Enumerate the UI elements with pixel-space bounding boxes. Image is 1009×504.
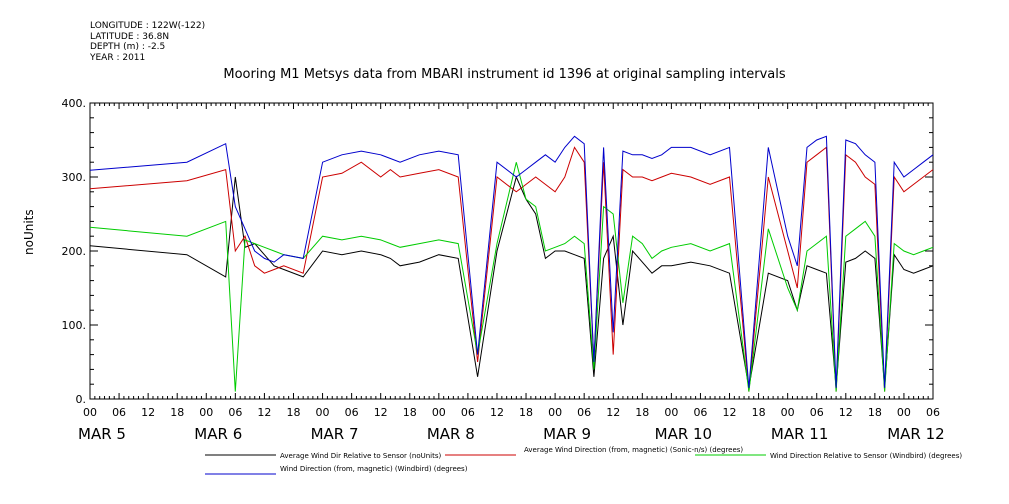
x-tick-label: 00 bbox=[548, 406, 562, 419]
longitude-text: LONGITUDE : 122W(-122) bbox=[90, 21, 206, 31]
x-tick-label: 06 bbox=[228, 406, 242, 419]
x-tick-label: 00 bbox=[83, 406, 97, 419]
series-line-4 bbox=[89, 135, 934, 388]
x-tick-label: 12 bbox=[723, 406, 737, 419]
x-tick-label: 06 bbox=[112, 406, 126, 419]
x-day-label: MAR 7 bbox=[311, 425, 359, 443]
x-tick-label: 00 bbox=[199, 406, 213, 419]
x-tick-label: 18 bbox=[635, 406, 649, 419]
year-text: YEAR : 2011 bbox=[90, 52, 146, 63]
x-tick-label: 12 bbox=[490, 406, 504, 419]
x-day-label: MAR 10 bbox=[655, 425, 712, 443]
x-tick-label: 00 bbox=[316, 406, 330, 419]
x-tick-label: 18 bbox=[868, 406, 882, 419]
series-line-3 bbox=[89, 162, 934, 392]
x-tick-label: 06 bbox=[577, 406, 591, 419]
y-tick-label: 0. bbox=[76, 393, 87, 406]
latitude-text: LATITUDE : 36.8N bbox=[90, 31, 170, 42]
x-tick-label: 00 bbox=[897, 406, 911, 419]
x-tick-label: 00 bbox=[432, 406, 446, 419]
x-day-label: MAR 12 bbox=[887, 425, 944, 443]
x-tick-label: 00 bbox=[664, 406, 678, 419]
x-day-label: MAR 9 bbox=[543, 425, 591, 443]
y-tick-label: 300. bbox=[62, 171, 87, 184]
x-tick-label: 06 bbox=[810, 406, 824, 419]
chart-title: Mooring M1 Metsys data from MBARI instru… bbox=[223, 67, 786, 82]
x-tick-label: 18 bbox=[286, 406, 300, 419]
y-tick-label: 400. bbox=[62, 97, 87, 110]
y-tick-label: 100. bbox=[62, 319, 87, 332]
x-tick-label: 00 bbox=[781, 406, 795, 419]
x-tick-label: 18 bbox=[752, 406, 766, 419]
x-tick-label: 06 bbox=[345, 406, 359, 419]
x-day-label: MAR 8 bbox=[427, 425, 475, 443]
legend-label-2: Average Wind Direction (from, magnetic) … bbox=[524, 446, 743, 454]
x-tick-label: 18 bbox=[403, 406, 417, 419]
x-tick-label: 06 bbox=[693, 406, 707, 419]
x-tick-label: 12 bbox=[141, 406, 155, 419]
depth-text: DEPTH (m) : -2.5 bbox=[90, 42, 166, 52]
series-line-1 bbox=[89, 175, 934, 388]
x-day-label: MAR 11 bbox=[771, 425, 828, 443]
x-tick-label: 06 bbox=[926, 406, 940, 419]
x-tick-label: 06 bbox=[461, 406, 475, 419]
legend-label-1: Average Wind Dir Relative to Sensor (noU… bbox=[280, 452, 441, 460]
x-tick-label: 12 bbox=[374, 406, 388, 419]
x-tick-label: 12 bbox=[606, 406, 620, 419]
x-tick-label: 12 bbox=[839, 406, 853, 419]
x-day-label: MAR 5 bbox=[78, 425, 126, 443]
x-day-label: MAR 6 bbox=[194, 425, 242, 443]
mooring-metadata: LONGITUDE : 122W(-122) LATITUDE : 36.8N … bbox=[90, 21, 205, 63]
legend-label-3: Wind Direction Relative to Sensor (Windb… bbox=[770, 452, 962, 460]
x-tick-label: 18 bbox=[519, 406, 533, 419]
legend-label-4: Wind Direction (from, magnetic) (Windbir… bbox=[280, 465, 468, 473]
y-tick-label: 200. bbox=[62, 245, 87, 258]
x-tick-label: 12 bbox=[257, 406, 271, 419]
x-tick-label: 18 bbox=[170, 406, 184, 419]
